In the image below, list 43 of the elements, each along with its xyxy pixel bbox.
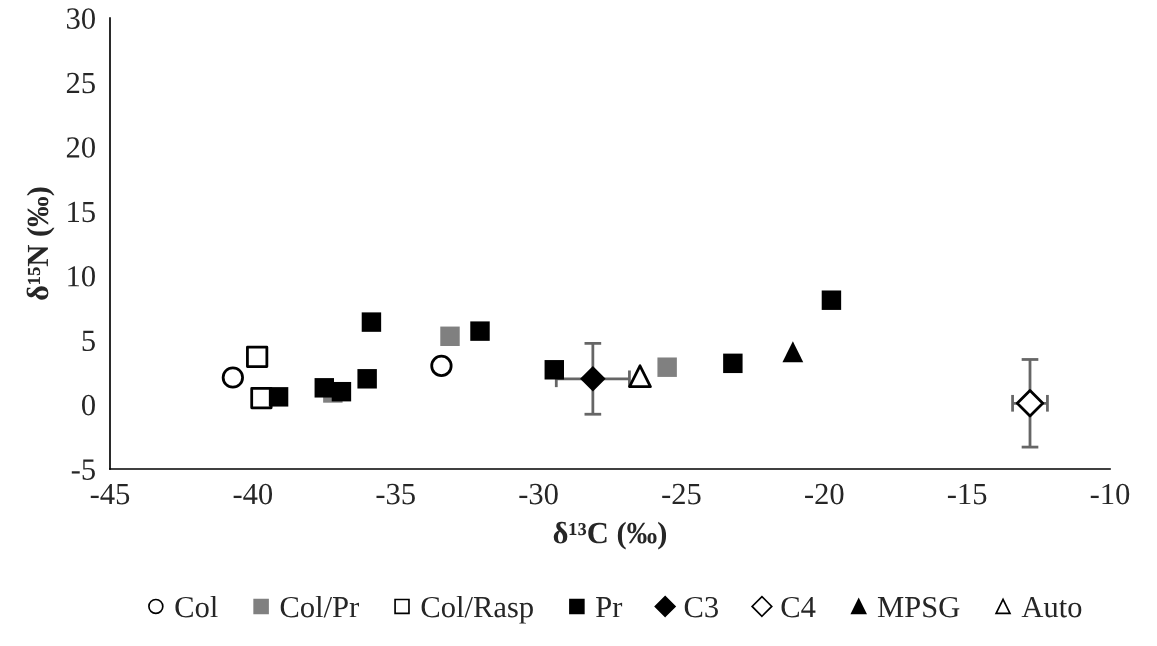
x-tick-label: -20 [805, 483, 844, 505]
point [331, 381, 352, 402]
point [268, 387, 289, 407]
y-tick-label: 20 [66, 137, 95, 158]
point [314, 378, 335, 398]
y-tick-label: -5 [71, 459, 95, 480]
point [440, 326, 460, 346]
legend-label: Col/Pr [280, 595, 359, 618]
x-tick-label: -40 [233, 483, 273, 505]
y-tick-label: 15 [68, 201, 95, 223]
y-tick-label: 25 [66, 72, 95, 94]
x-tick-label: -35 [376, 483, 415, 505]
legend-label: C4 [781, 596, 816, 618]
point [657, 357, 677, 377]
legend-label: Col/Rasp [421, 595, 533, 624]
point [221, 366, 244, 389]
point [544, 360, 565, 380]
point [580, 366, 606, 392]
legend-label: C3 [684, 596, 718, 618]
point [723, 353, 743, 374]
x-tick-label: -15 [947, 483, 987, 505]
legend-label: Col [175, 595, 218, 618]
x-tick-label: -10 [1090, 483, 1130, 505]
legend-label: Pr [596, 597, 623, 618]
x-tick-label: -25 [662, 483, 701, 505]
point [246, 345, 269, 369]
y-tick-label: 30 [67, 8, 95, 29]
point [821, 290, 842, 310]
point [361, 312, 382, 332]
x-tick-label: -30 [519, 483, 558, 505]
x-axis-title: δ¹³C (‰) [553, 521, 667, 550]
legend-label: Auto [1021, 596, 1082, 618]
legend-label: MPSG [877, 596, 960, 618]
point [782, 341, 804, 363]
y-tick-label: 0 [82, 394, 95, 416]
y-tick-label: 10 [68, 266, 95, 287]
point [357, 369, 377, 389]
point [628, 364, 652, 389]
point [430, 354, 453, 378]
y-tick-label: 5 [82, 330, 95, 352]
point [470, 321, 490, 341]
y-axis-title: δ¹⁵N (‰) [26, 187, 55, 300]
x-tick-label: -45 [90, 483, 130, 505]
